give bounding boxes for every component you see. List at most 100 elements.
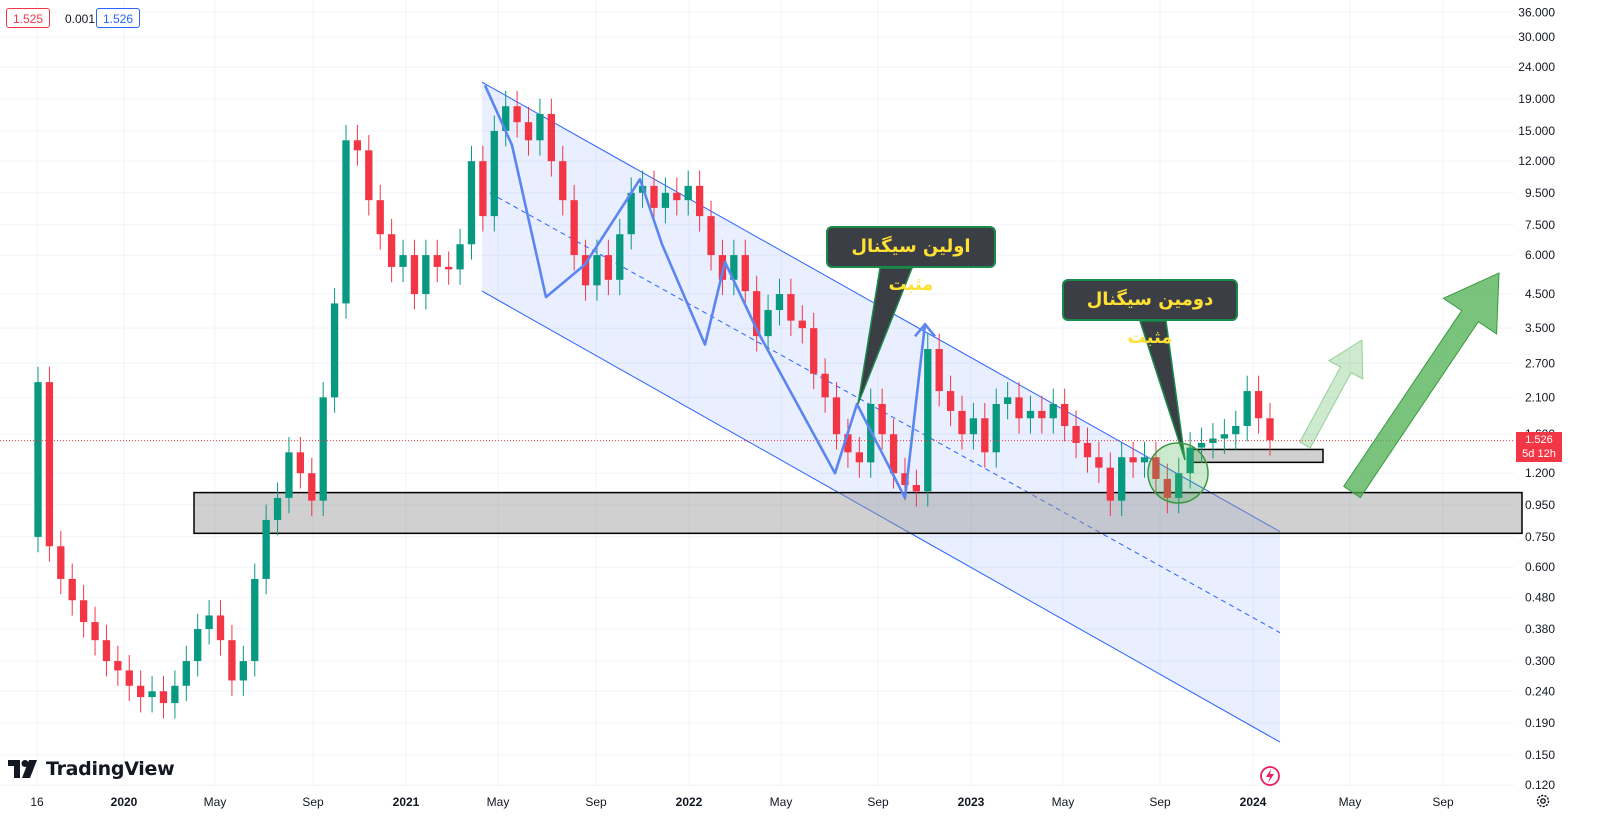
- candle-body: [513, 106, 521, 123]
- candle-body: [182, 661, 190, 686]
- first-signal-callout: اولین سیگنال مثبت: [826, 226, 996, 295]
- candle-body: [855, 452, 863, 463]
- candle-body: [524, 122, 533, 141]
- candle-body: [661, 192, 670, 208]
- candle-body: [1118, 457, 1126, 501]
- y-tick-label: 15.000: [1518, 124, 1555, 138]
- projection-arrow-small: [1299, 339, 1364, 449]
- y-tick-label: 0.300: [1525, 654, 1555, 668]
- candle-body: [376, 200, 384, 235]
- y-tick-label: 30.000: [1518, 30, 1555, 44]
- y-tick-label: 24.000: [1518, 60, 1555, 74]
- candle-body: [1049, 403, 1057, 419]
- x-tick-label: Sep: [302, 795, 324, 809]
- y-tick-label: 0.120: [1525, 778, 1555, 792]
- candle-body: [114, 661, 122, 671]
- candle-body: [787, 294, 795, 321]
- candle-body: [285, 452, 293, 498]
- candle-body: [798, 320, 806, 329]
- candle-body: [57, 546, 65, 579]
- x-tick-label: May: [1339, 795, 1362, 809]
- bar-countdown: 5d 12h: [1522, 447, 1556, 460]
- price-axis[interactable]: 36.000 30.000 24.000 19.000 15.000 12.000 9.50…: [1518, 5, 1555, 792]
- candle-body: [433, 255, 441, 267]
- candle-body: [1083, 442, 1092, 458]
- x-tick-label: May: [487, 795, 510, 809]
- candle-body: [1129, 457, 1137, 463]
- candle-body: [559, 161, 567, 201]
- candle-body: [1197, 442, 1206, 448]
- candle-body: [1254, 391, 1263, 419]
- candle-body: [878, 403, 886, 435]
- candle-body: [365, 150, 373, 201]
- tradingview-logo[interactable]: TradingView: [8, 758, 175, 780]
- y-tick-label: 4.500: [1525, 287, 1555, 301]
- y-tick-label: 0.950: [1525, 498, 1555, 512]
- current-price-value: 1.526: [1525, 433, 1553, 446]
- candle-body: [1163, 478, 1171, 498]
- candle-body: [1232, 426, 1240, 435]
- candle-body: [125, 670, 133, 686]
- y-tick-label: 0.380: [1525, 622, 1555, 636]
- y-tick-label: 9.500: [1525, 186, 1555, 200]
- y-tick-label: 2.100: [1525, 390, 1555, 404]
- candle-body: [239, 661, 247, 681]
- candle-body: [342, 140, 350, 304]
- candle-body: [216, 615, 225, 641]
- y-tick-label: 2.700: [1525, 356, 1555, 370]
- candle-body: [1061, 403, 1069, 427]
- x-tick-label: Sep: [585, 795, 607, 809]
- time-axis[interactable]: 16 2020 May Sep 2021 May Sep 2022 May Sep 2023 May S…: [30, 795, 1454, 809]
- candle-body: [251, 578, 259, 662]
- ask-price-badge: 1.526: [96, 8, 141, 28]
- candle-body: [45, 382, 54, 547]
- candle-body: [502, 106, 510, 131]
- candle-body: [832, 397, 841, 435]
- settings-gear-icon[interactable]: [1535, 793, 1551, 809]
- candle-body: [91, 622, 99, 641]
- candle-body: [171, 685, 179, 704]
- drawings-overlay: [0, 84, 1514, 504]
- first-signal-pointer: [857, 267, 914, 405]
- support-zone-minor: [1189, 448, 1324, 464]
- second-signal-pointer: [1138, 320, 1186, 461]
- chart-grid: [0, 0, 1514, 786]
- candle-body: [467, 161, 476, 245]
- candle-body: [741, 255, 749, 292]
- candle-body: [650, 185, 658, 208]
- candle-body: [148, 691, 156, 698]
- candle-body: [399, 255, 407, 267]
- candle-body: [935, 349, 943, 392]
- y-tick-label: 0.600: [1525, 560, 1555, 574]
- x-tick-label: May: [204, 795, 227, 809]
- x-tick-label: 16: [30, 795, 44, 809]
- y-tick-label: 1.200: [1525, 466, 1555, 480]
- x-tick-label: 2020: [111, 795, 138, 809]
- candle-body: [1152, 457, 1160, 479]
- x-tick-label: Sep: [1432, 795, 1454, 809]
- candle-body: [319, 397, 327, 501]
- candle-body: [1243, 391, 1251, 427]
- x-tick-label: 2022: [676, 795, 703, 809]
- lightning-icon[interactable]: [1259, 765, 1281, 787]
- candle-body: [912, 484, 921, 492]
- y-tick-label: 3.500: [1525, 321, 1555, 335]
- candle-body: [490, 130, 498, 217]
- candle-body: [194, 629, 202, 662]
- y-tick-label: 0.480: [1525, 590, 1555, 604]
- candle-body: [1186, 447, 1194, 474]
- candle-body: [593, 255, 601, 286]
- channel-lower-line: [481, 290, 1281, 743]
- candle-body: [730, 255, 738, 280]
- candle-body: [79, 600, 88, 623]
- y-tick-label: 12.000: [1518, 154, 1555, 168]
- candle-body: [296, 452, 305, 474]
- y-tick-label: 0.240: [1525, 684, 1555, 698]
- candle-body: [889, 434, 898, 474]
- candle-body: [1106, 467, 1114, 501]
- y-tick-label: 19.000: [1518, 92, 1555, 106]
- close-price-badge: 1.525: [6, 8, 51, 28]
- candle-body: [1266, 418, 1274, 441]
- candle-body: [695, 185, 704, 217]
